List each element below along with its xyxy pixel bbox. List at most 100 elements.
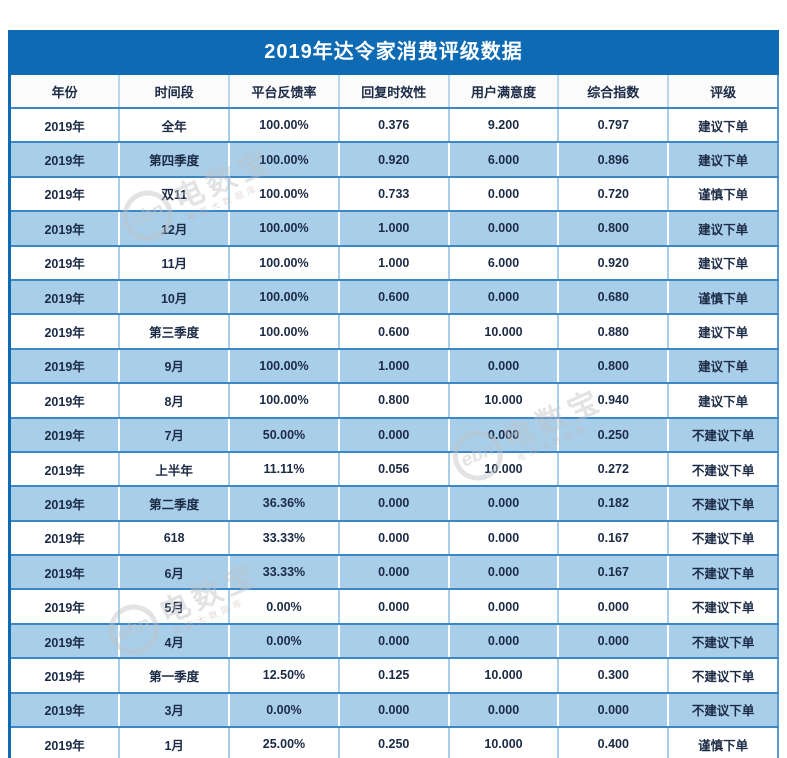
table-row: 2019年 4月 0.00% 0.000 0.000 0.000 不建议下单 xyxy=(8,623,778,660)
cell-feedback-rate: 100.00% xyxy=(228,142,339,178)
cell-rating: 谨慎下单 xyxy=(667,279,778,316)
cell-feedback-rate: 11.11% xyxy=(228,451,339,488)
cell-composite-index: 0.400 xyxy=(557,727,669,758)
cell-feedback-rate: 100.00% xyxy=(228,279,339,316)
cell-response-timeliness: 0.000 xyxy=(337,417,449,453)
cell-period: 8月 xyxy=(118,383,230,419)
table-row: 2019年 第三季度 100.00% 0.600 10.000 0.880 建议下单 xyxy=(8,314,778,350)
cell-response-timeliness: 0.000 xyxy=(337,692,449,729)
cell-rating: 建议下单 xyxy=(667,211,778,247)
cell-composite-index: 0.272 xyxy=(557,451,669,488)
table-row: 2019年 全年 100.00% 0.376 9.200 0.797 建议下单 xyxy=(8,108,778,144)
cell-year: 2019年 xyxy=(8,279,120,316)
cell-period: 7月 xyxy=(118,417,230,453)
cell-composite-index: 0.680 xyxy=(557,279,669,316)
cell-satisfaction: 0.000 xyxy=(447,692,559,729)
cell-composite-index: 0.167 xyxy=(557,520,669,557)
cell-satisfaction: 10.000 xyxy=(447,314,559,350)
cell-period: 第四季度 xyxy=(118,142,230,178)
cell-year: 2019年 xyxy=(8,589,120,625)
cell-satisfaction: 10.000 xyxy=(447,383,559,419)
column-header-composite-index: 综合指数 xyxy=(557,75,669,109)
cell-rating: 不建议下单 xyxy=(667,555,778,591)
cell-period: 全年 xyxy=(118,108,230,144)
cell-satisfaction: 6.000 xyxy=(447,245,559,281)
column-header-satisfaction: 用户满意度 xyxy=(447,75,559,109)
cell-year: 2019年 xyxy=(8,142,120,178)
table-sheet: 2019年达令家消费评级数据 年份 时间段 平台反馈率 回复时效性 用户满意度 … xyxy=(8,30,779,758)
cell-year: 2019年 xyxy=(8,623,120,660)
cell-year: 2019年 xyxy=(8,727,120,758)
cell-satisfaction: 9.200 xyxy=(447,108,559,144)
cell-response-timeliness: 0.000 xyxy=(337,555,449,591)
cell-rating: 不建议下单 xyxy=(667,589,778,625)
cell-response-timeliness: 0.000 xyxy=(337,589,449,625)
cell-year: 2019年 xyxy=(8,383,120,419)
cell-composite-index: 0.167 xyxy=(557,555,669,591)
cell-period: 618 xyxy=(118,520,230,557)
header-row: 年份 时间段 平台反馈率 回复时效性 用户满意度 综合指数 评级 xyxy=(9,75,778,109)
rating-data-table: 年份 时间段 平台反馈率 回复时效性 用户满意度 综合指数 评级 2019年 全年… xyxy=(8,75,779,758)
cell-year: 2019年 xyxy=(8,245,120,281)
table-body: 2019年 全年 100.00% 0.376 9.200 0.797 建议下单 2019年 第四… xyxy=(8,108,778,758)
cell-rating: 建议下单 xyxy=(667,142,778,178)
cell-rating: 建议下单 xyxy=(667,383,778,419)
cell-composite-index: 0.800 xyxy=(557,211,669,247)
cell-response-timeliness: 0.000 xyxy=(337,486,449,522)
cell-feedback-rate: 33.33% xyxy=(228,555,339,591)
table-row: 2019年 6月 33.33% 0.000 0.000 0.167 不建议下单 xyxy=(8,555,778,591)
cell-satisfaction: 0.000 xyxy=(447,623,559,660)
column-header-year: 年份 xyxy=(9,75,120,109)
cell-year: 2019年 xyxy=(8,486,120,522)
cell-feedback-rate: 100.00% xyxy=(228,348,339,385)
table-row: 2019年 12月 100.00% 1.000 0.000 0.800 建议下单 xyxy=(8,211,778,247)
cell-rating: 谨慎下单 xyxy=(667,176,778,213)
cell-feedback-rate: 100.00% xyxy=(228,176,339,213)
cell-period: 4月 xyxy=(118,623,230,660)
cell-rating: 不建议下单 xyxy=(667,417,778,453)
cell-period: 6月 xyxy=(118,555,230,591)
cell-year: 2019年 xyxy=(8,658,120,694)
cell-rating: 不建议下单 xyxy=(667,692,778,729)
table-row: 2019年 11月 100.00% 1.000 6.000 0.920 建议下单 xyxy=(8,245,778,281)
cell-year: 2019年 xyxy=(8,555,120,591)
cell-period: 1月 xyxy=(118,727,230,758)
cell-year: 2019年 xyxy=(8,692,120,729)
cell-satisfaction: 0.000 xyxy=(447,348,559,385)
cell-feedback-rate: 50.00% xyxy=(228,417,339,453)
table-row: 2019年 7月 50.00% 0.000 0.000 0.250 不建议下单 xyxy=(8,417,778,453)
cell-rating: 建议下单 xyxy=(667,108,778,144)
cell-rating: 不建议下单 xyxy=(667,451,778,488)
cell-period: 9月 xyxy=(118,348,230,385)
cell-year: 2019年 xyxy=(8,176,120,213)
cell-rating: 建议下单 xyxy=(667,314,778,350)
cell-satisfaction: 6.000 xyxy=(447,142,559,178)
cell-composite-index: 0.000 xyxy=(557,692,669,729)
cell-response-timeliness: 0.600 xyxy=(337,314,449,350)
column-header-feedback-rate: 平台反馈率 xyxy=(228,75,339,109)
column-header-period: 时间段 xyxy=(118,75,230,109)
cell-response-timeliness: 1.000 xyxy=(337,245,449,281)
cell-feedback-rate: 0.00% xyxy=(228,589,339,625)
cell-feedback-rate: 0.00% xyxy=(228,692,339,729)
cell-response-timeliness: 0.733 xyxy=(337,176,449,213)
cell-rating: 不建议下单 xyxy=(667,486,778,522)
cell-rating: 建议下单 xyxy=(667,245,778,281)
cell-satisfaction: 0.000 xyxy=(447,176,559,213)
cell-feedback-rate: 33.33% xyxy=(228,520,339,557)
cell-period: 5月 xyxy=(118,589,230,625)
table-row: 2019年 第四季度 100.00% 0.920 6.000 0.896 建议下单 xyxy=(8,142,778,178)
cell-feedback-rate: 36.36% xyxy=(228,486,339,522)
cell-feedback-rate: 0.00% xyxy=(228,623,339,660)
cell-feedback-rate: 100.00% xyxy=(228,245,339,281)
cell-feedback-rate: 100.00% xyxy=(228,108,339,144)
cell-satisfaction: 0.000 xyxy=(447,589,559,625)
table-row: 2019年 9月 100.00% 1.000 0.000 0.800 建议下单 xyxy=(8,348,778,385)
column-header-rating: 评级 xyxy=(667,75,778,109)
cell-satisfaction: 0.000 xyxy=(447,279,559,316)
cell-response-timeliness: 0.000 xyxy=(337,520,449,557)
table-row: 2019年 10月 100.00% 0.600 0.000 0.680 谨慎下单 xyxy=(8,279,778,316)
cell-response-timeliness: 1.000 xyxy=(337,211,449,247)
table-row: 2019年 第二季度 36.36% 0.000 0.000 0.182 不建议下单 xyxy=(8,486,778,522)
